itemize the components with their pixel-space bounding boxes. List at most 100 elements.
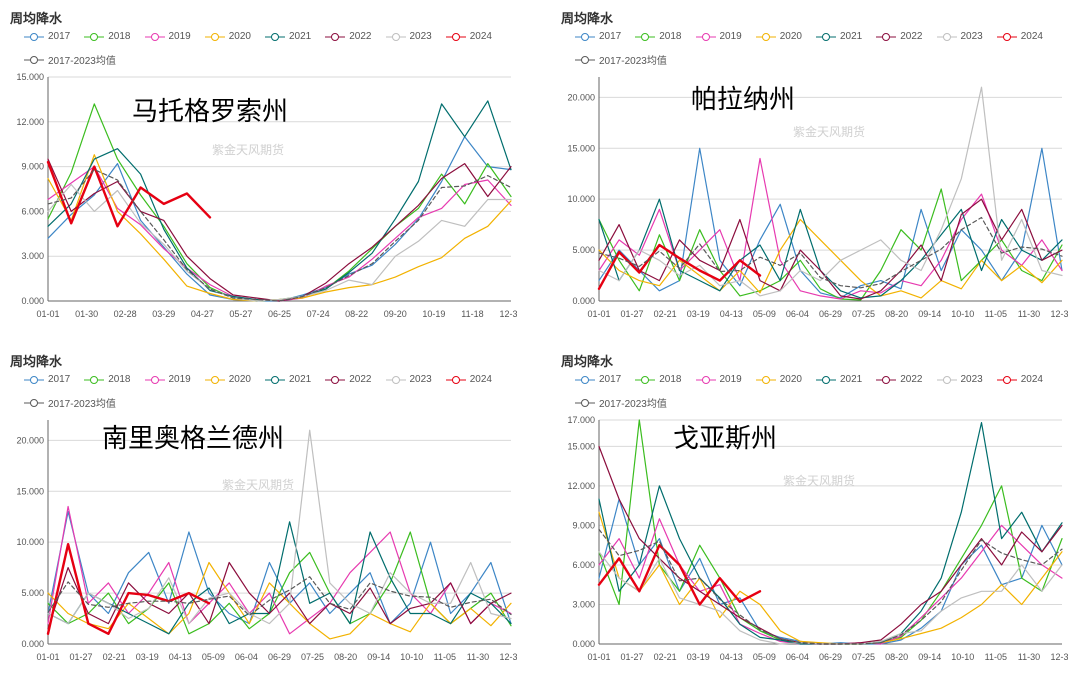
svg-text:11-05: 11-05: [434, 652, 456, 662]
legend-item-s2018: 2018: [635, 31, 681, 42]
svg-text:08-20: 08-20: [885, 652, 908, 662]
svg-text:12.000: 12.000: [567, 481, 595, 491]
legend-item-s2020: 2020: [205, 374, 251, 385]
legend-marker: [24, 376, 44, 384]
svg-text:12.000: 12.000: [16, 117, 44, 127]
legend-marker: [24, 399, 44, 407]
svg-text:20.000: 20.000: [16, 435, 44, 445]
legend-marker: [205, 33, 225, 41]
svg-text:09-20: 09-20: [384, 309, 407, 319]
legend-item-s2020: 2020: [756, 374, 802, 385]
legend-item-s2024: 2024: [446, 374, 492, 385]
svg-text:07-24: 07-24: [307, 309, 330, 319]
legend-item-s2024: 2024: [997, 31, 1043, 42]
legend-marker: [575, 33, 595, 41]
chart-panel-parana: 周均降水 20172018201920202021202220232024201…: [555, 4, 1076, 327]
legend-marker: [816, 33, 836, 41]
svg-text:01-30: 01-30: [75, 309, 98, 319]
svg-text:15.000: 15.000: [16, 72, 44, 82]
legend-label: 2020: [780, 31, 802, 42]
legend-marker: [696, 376, 716, 384]
legend-item-s2019: 2019: [696, 31, 742, 42]
svg-text:01-27: 01-27: [70, 652, 93, 662]
legend-marker: [937, 376, 957, 384]
legend-item-s2019: 2019: [145, 374, 191, 385]
svg-text:07-25: 07-25: [852, 309, 875, 319]
legend-item-s2023: 2023: [386, 31, 432, 42]
chart-legend: 2017 2018 2019 2020 2021 2022 2023 2024 2017-202…: [555, 29, 1076, 67]
svg-text:15.000: 15.000: [567, 441, 595, 451]
legend-marker: [635, 33, 655, 41]
svg-text:17.000: 17.000: [567, 415, 595, 425]
legend-marker: [997, 33, 1017, 41]
svg-text:15.000: 15.000: [16, 486, 44, 496]
legend-label: 2022: [900, 374, 922, 385]
legend-marker: [876, 376, 896, 384]
legend-item-s2024: 2024: [446, 31, 492, 42]
svg-text:02-21: 02-21: [654, 309, 677, 319]
legend-label: 2020: [780, 374, 802, 385]
plot-svg: 0.0005.00010.00015.00020.00001-0101-2702…: [12, 414, 517, 666]
svg-text:0.000: 0.000: [572, 639, 595, 649]
legend-label: 2020: [229, 374, 251, 385]
legend-item-s2022: 2022: [876, 31, 922, 42]
legend-label: 2017-2023均值: [599, 52, 667, 67]
svg-text:11-05: 11-05: [985, 309, 1007, 319]
svg-text:03-29: 03-29: [152, 309, 175, 319]
legend-marker: [265, 376, 285, 384]
legend-item-s2018: 2018: [84, 374, 130, 385]
legend-label: 2021: [289, 374, 311, 385]
legend-label: 2017-2023均值: [599, 395, 667, 410]
plot-area: 0.0005.00010.00015.00020.00001-0101-2702…: [12, 414, 517, 666]
svg-text:12-31: 12-31: [1050, 309, 1068, 319]
legend-item-avg: 2017-2023均值: [24, 52, 116, 67]
chart-title: 周均降水: [555, 347, 1076, 372]
legend-label: 2019: [169, 31, 191, 42]
svg-text:08-20: 08-20: [885, 309, 908, 319]
legend-item-s2020: 2020: [756, 31, 802, 42]
legend-label: 2021: [840, 31, 862, 42]
legend-marker: [386, 33, 406, 41]
legend-label: 2023: [961, 31, 983, 42]
legend-label: 2023: [410, 374, 432, 385]
legend-marker: [937, 33, 957, 41]
legend-marker: [575, 376, 595, 384]
svg-text:07-25: 07-25: [852, 652, 875, 662]
legend-item-s2021: 2021: [265, 374, 311, 385]
legend-label: 2022: [900, 31, 922, 42]
legend-item-s2019: 2019: [696, 374, 742, 385]
svg-text:01-27: 01-27: [621, 652, 644, 662]
legend-item-s2022: 2022: [876, 374, 922, 385]
svg-text:9.000: 9.000: [21, 162, 44, 172]
legend-item-s2023: 2023: [386, 374, 432, 385]
legend-marker: [145, 376, 165, 384]
legend-marker: [816, 376, 836, 384]
legend-marker: [696, 33, 716, 41]
legend-item-s2017: 2017: [575, 31, 621, 42]
svg-text:01-01: 01-01: [587, 652, 610, 662]
legend-label: 2024: [470, 374, 492, 385]
legend-item-avg: 2017-2023均值: [575, 52, 667, 67]
chart-panel-mato: 周均降水 20172018201920202021202220232024201…: [4, 4, 525, 327]
plot-area: 0.0005.00010.00015.00020.00001-0101-2702…: [563, 71, 1068, 323]
chart-legend: 201720182019202020212022202320242017-202…: [555, 372, 1076, 410]
svg-text:10.000: 10.000: [16, 537, 44, 547]
legend-item-s2023: 2023: [937, 374, 983, 385]
svg-text:08-20: 08-20: [334, 652, 357, 662]
svg-text:12-31: 12-31: [499, 652, 517, 662]
legend-marker: [24, 33, 44, 41]
legend-label: 2017: [48, 374, 70, 385]
legend-item-s2020: 2020: [205, 31, 251, 42]
chart-legend: 201720182019202020212022202320242017-202…: [4, 29, 525, 67]
svg-text:05-09: 05-09: [753, 309, 776, 319]
svg-text:05-09: 05-09: [753, 652, 776, 662]
legend-item-s2022: 2022: [325, 374, 371, 385]
chart-panel-goias: 周均降水 20172018201920202021202220232024201…: [555, 347, 1076, 670]
legend-item-s2021: 2021: [816, 374, 862, 385]
svg-text:06-29: 06-29: [268, 652, 291, 662]
legend-marker: [325, 33, 345, 41]
svg-text:10.000: 10.000: [567, 194, 595, 204]
svg-text:06-04: 06-04: [235, 652, 258, 662]
svg-text:05-09: 05-09: [202, 652, 225, 662]
svg-text:3.000: 3.000: [572, 599, 595, 609]
